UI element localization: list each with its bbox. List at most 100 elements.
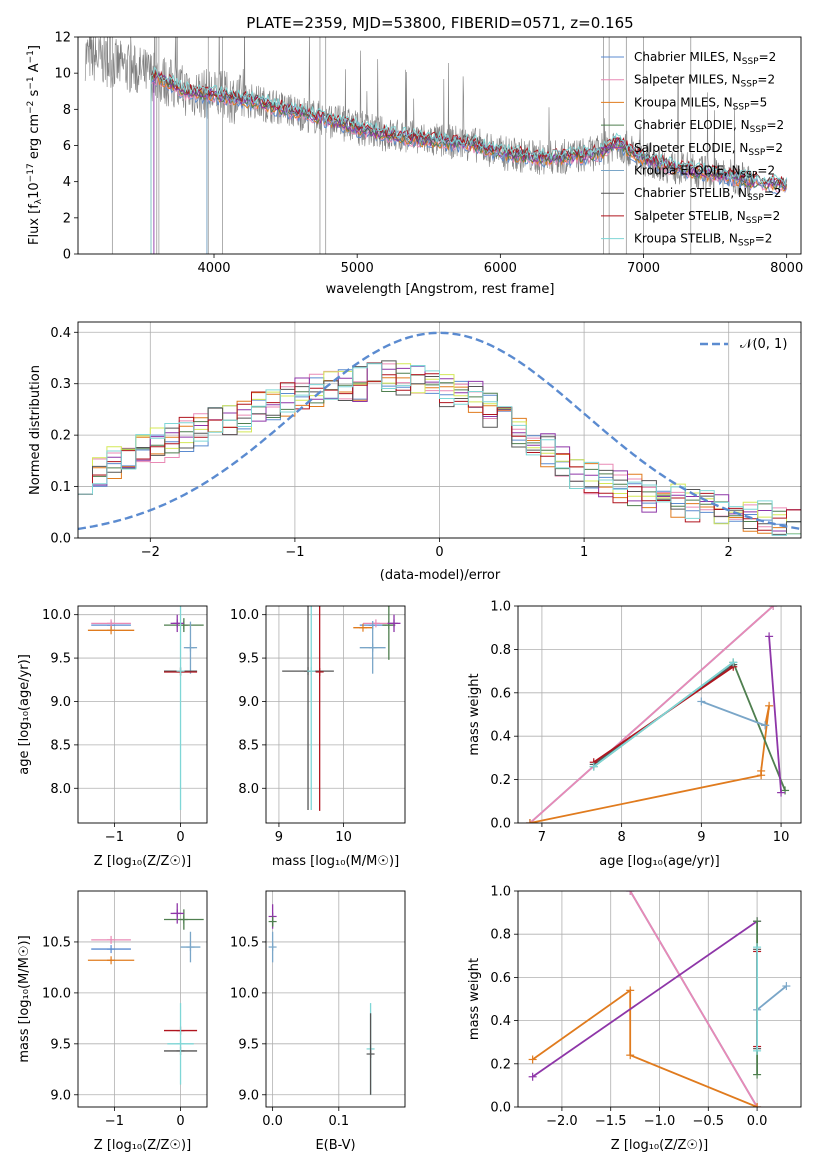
- model-line-7: [150, 69, 788, 254]
- panel-spectrum: 4000 5000 6000 7000 8000 0 2 4 6 8 10 12 Chabrier MI…: [26, 14, 803, 297]
- y-tick-label: 4: [63, 175, 71, 190]
- y-tick-label: 0.0: [490, 817, 511, 832]
- data-point: [268, 931, 277, 963]
- x-axis-label: Z [log₁₀(Z/Z☉)]: [94, 1138, 191, 1153]
- data-point: [170, 903, 184, 924]
- y-tick-label: 0.2: [490, 1057, 511, 1072]
- data-point: [359, 621, 386, 674]
- y-tick-label: 10.0: [230, 986, 259, 1001]
- y-tick-label: 9.5: [50, 1037, 71, 1052]
- y-tick-label: 0.6: [490, 686, 511, 701]
- y-axis-label: mass weight: [467, 673, 482, 755]
- x-axis-label: Z [log₁₀(Z/Z☉)]: [611, 1138, 708, 1153]
- y-tick-label: 8: [63, 103, 71, 118]
- y-tick-label: 0.8: [490, 928, 511, 943]
- y-axis-label: Normed distribution: [28, 365, 43, 495]
- plot-area: [268, 904, 375, 1095]
- legend-label: Kroupa ELODIE, NSSP=2: [634, 164, 775, 181]
- x-tick-label: 10: [335, 830, 352, 845]
- y-tick-label: 0.2: [490, 773, 511, 788]
- series-line-2: [529, 606, 774, 823]
- axes-frame: [77, 321, 802, 539]
- x-tick-label: −0.5: [693, 1114, 725, 1129]
- x-tick-label: −2.0: [546, 1114, 578, 1129]
- plot-area: [87, 606, 204, 810]
- series-line-3: [532, 988, 758, 1107]
- y-tick-label: 9.0: [238, 695, 259, 710]
- x-axis-label: age [log₁₀(age/yr)]: [599, 854, 720, 869]
- y-tick-label: 9.0: [50, 1088, 71, 1103]
- y-axis-label: mass [log₁₀(M/M☉)]: [17, 935, 32, 1062]
- x-tick-label: 0.1: [328, 1114, 349, 1129]
- y-tick-label: 1.0: [490, 885, 511, 900]
- x-axis-label: E(B-V): [315, 1138, 355, 1153]
- x-tick-label: −1.5: [595, 1114, 627, 1129]
- data-point: [307, 606, 316, 810]
- data-point: [387, 614, 401, 633]
- panel-mass-vs-metallicity: −1 0 9.0 9.5 10.0 10.5 Z [log₁₀(Z/Z☉)] mass [lo…: [17, 890, 208, 1153]
- series-line-2: [629, 891, 758, 1107]
- x-tick-label: 6000: [484, 261, 517, 276]
- data-point: [164, 909, 204, 930]
- y-tick-label: 1.0: [490, 600, 511, 615]
- x-tick-label: 0: [176, 830, 184, 845]
- model-line-6: [206, 87, 787, 254]
- y-tick-label: 0.4: [50, 326, 71, 341]
- series-line-9: [593, 661, 734, 768]
- data-point: [167, 1003, 194, 1085]
- panel-mass-weight-vs-age: 7 8 9 10 0.0 0.2 0.4 0.6 0.8 1.0 age [log₁₀(age/yr…: [467, 600, 802, 869]
- plot-area: [282, 606, 401, 811]
- x-axis-label: Z [log₁₀(Z/Z☉)]: [94, 854, 191, 869]
- data-point: [87, 626, 135, 635]
- y-tick-label: 8.5: [238, 738, 259, 753]
- x-tick-label: 4000: [197, 261, 230, 276]
- series-line-5: [768, 636, 782, 793]
- y-tick-label: 0.6: [490, 971, 511, 986]
- legend-label: Kroupa STELIB, NSSP=2: [634, 232, 772, 249]
- panel-mass-vs-extinction: 0.0 0.1 9.0 9.5 10.0 10.5 E(B-V): [230, 890, 406, 1153]
- y-tick-label: 10.0: [42, 608, 71, 623]
- data-point: [170, 614, 184, 633]
- axes-frame: [77, 36, 802, 255]
- y-tick-label: 2: [63, 211, 71, 226]
- data-point: [176, 606, 185, 810]
- y-tick-label: 0.0: [490, 1101, 511, 1116]
- axes-frame: [265, 605, 406, 824]
- y-tick-label: 0.2: [50, 429, 71, 444]
- x-tick-label: 5000: [341, 261, 374, 276]
- y-tick-label: 10: [54, 67, 71, 82]
- y-tick-label: 10.5: [42, 935, 71, 950]
- x-tick-label: −1.0: [644, 1114, 676, 1129]
- y-tick-label: 9.0: [238, 1088, 259, 1103]
- y-axis-label: mass weight: [467, 958, 482, 1040]
- series-line-4: [532, 920, 758, 1078]
- y-tick-label: 0.0: [50, 532, 71, 547]
- axes-frame: [77, 605, 208, 824]
- histogram-9: [78, 363, 801, 536]
- x-tick-label: −1: [285, 545, 304, 560]
- series-line-6: [756, 985, 787, 1011]
- data-point: [366, 1013, 375, 1095]
- model-line-9: [150, 66, 788, 254]
- x-tick-label: 9: [275, 830, 283, 845]
- x-axis-label: (data-model)/error: [380, 568, 501, 583]
- plot-area: [84, 37, 788, 254]
- y-tick-label: 8.0: [50, 782, 71, 797]
- x-tick-label: 8000: [770, 261, 803, 276]
- legend-label: Salpeter STELIB, NSSP=2: [634, 209, 780, 226]
- x-tick-label: −1: [105, 1114, 124, 1129]
- data-point: [164, 618, 204, 633]
- plot-area: [528, 891, 791, 1107]
- y-tick-label: 0.4: [490, 1014, 511, 1029]
- data-point: [183, 621, 198, 674]
- data-point: [91, 935, 131, 944]
- x-tick-label: 1: [580, 545, 588, 560]
- data-point: [353, 623, 373, 632]
- y-tick-label: 9.5: [50, 652, 71, 667]
- panel-age-vs-mass: 9 10 8.0 8.5 9.0 9.5 10.0 mass [log₁₀(M/M☉)]: [230, 605, 406, 869]
- y-tick-label: 9.5: [238, 1037, 259, 1052]
- x-tick-label: 7000: [627, 261, 660, 276]
- legend-label: 𝒩(0, 1): [740, 337, 787, 352]
- y-tick-label: 10.0: [230, 608, 259, 623]
